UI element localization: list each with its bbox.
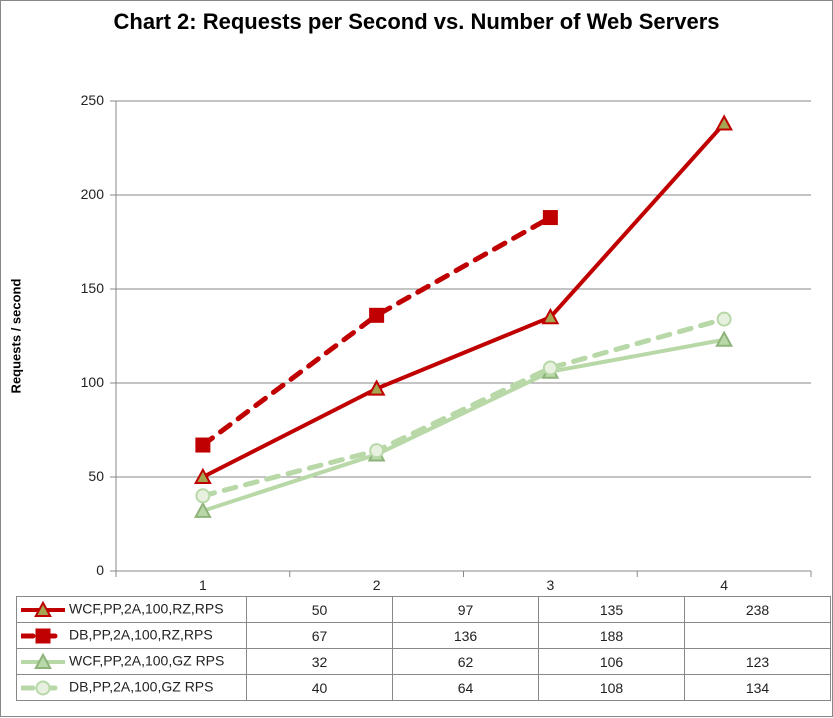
data-cell: 40 <box>247 675 393 701</box>
data-cell: 106 <box>539 649 685 675</box>
y-tick-label: 50 <box>88 468 104 484</box>
y-tick-label: 150 <box>81 280 104 296</box>
series-name: WCF,PP,2A,100,GZ RPS <box>69 652 224 668</box>
legend-cell: DB,PP,2A,100,RZ,RPS <box>17 623 247 649</box>
chart-container: Chart 2: Requests per Second vs. Number … <box>0 0 833 717</box>
data-cell: 123 <box>685 649 831 675</box>
data-cell: 62 <box>393 649 539 675</box>
data-cell: 108 <box>539 675 685 701</box>
y-tick-label: 0 <box>96 562 104 578</box>
y-tick-label: 100 <box>81 374 104 390</box>
data-cell: 50 <box>247 597 393 623</box>
table-row: WCF,PP,2A,100,RZ,RPS 5097135238 <box>17 597 831 623</box>
series-name: WCF,PP,2A,100,RZ,RPS <box>69 600 224 616</box>
legend-cell: WCF,PP,2A,100,GZ RPS <box>17 649 247 675</box>
data-cell: 64 <box>393 675 539 701</box>
y-tick-label: 200 <box>81 186 104 202</box>
series-name: DB,PP,2A,100,GZ RPS <box>69 678 213 694</box>
data-cell: 67 <box>247 623 393 649</box>
y-tick-label: 250 <box>81 92 104 108</box>
data-cell <box>685 623 831 649</box>
table-row: DB,PP,2A,100,GZ RPS 4064108134 <box>17 675 831 701</box>
series-name: DB,PP,2A,100,RZ,RPS <box>69 626 213 642</box>
data-cell: 238 <box>685 597 831 623</box>
table-row: DB,PP,2A,100,RZ,RPS 67136188 <box>17 623 831 649</box>
data-cell: 134 <box>685 675 831 701</box>
data-cell: 32 <box>247 649 393 675</box>
data-cell: 135 <box>539 597 685 623</box>
table-row: WCF,PP,2A,100,GZ RPS 3262106123 <box>17 649 831 675</box>
x-tick-label: 4 <box>704 577 744 593</box>
x-tick-label: 1 <box>183 577 223 593</box>
data-cell: 136 <box>393 623 539 649</box>
legend-cell: WCF,PP,2A,100,RZ,RPS <box>17 597 247 623</box>
legend-cell: DB,PP,2A,100,GZ RPS <box>17 675 247 701</box>
data-cell: 188 <box>539 623 685 649</box>
data-cell: 97 <box>393 597 539 623</box>
data-table: WCF,PP,2A,100,RZ,RPS5097135238DB,PP,2A,1… <box>16 596 831 701</box>
x-tick-label: 2 <box>357 577 397 593</box>
x-tick-label: 3 <box>530 577 570 593</box>
